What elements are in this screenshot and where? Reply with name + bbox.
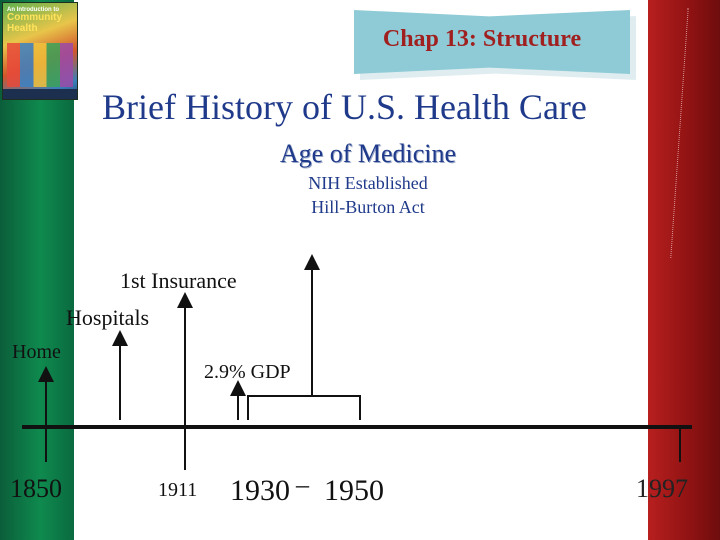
year-1930: 1930: [230, 474, 290, 507]
book-cover-footer: [3, 89, 77, 99]
event-home: Home: [12, 341, 61, 363]
year-1997: 1997: [636, 474, 688, 503]
book-cover-art: [7, 43, 73, 87]
book-cover-logo: An Introduction to Community Health: [2, 2, 78, 100]
book-line3: Health: [7, 22, 38, 34]
year-1850: 1850: [10, 474, 62, 503]
event-insurance: 1st Insurance: [120, 268, 237, 293]
event-hospitals: Hospitals: [66, 305, 150, 330]
year-1911: 1911: [158, 479, 198, 501]
event-gdp: 2.9% GDP: [204, 361, 291, 383]
right-decor-bar: [648, 0, 720, 540]
chapter-label: Chap 13: Structure: [382, 26, 582, 52]
note-hill-burton: Hill-Burton Act: [311, 197, 425, 217]
bracket-1930-1950: [247, 395, 361, 420]
book-cover-text: An Introduction to Community Health: [7, 7, 73, 34]
slide-subtitle: Age of Medicine: [279, 139, 457, 168]
year-range-dash: –: [296, 470, 309, 499]
note-nih: NIH Established: [308, 173, 428, 193]
slide-title: Brief History of U.S. Health Care: [102, 87, 587, 127]
year-1950: 1950: [324, 474, 384, 507]
chapter-banner: [354, 10, 630, 74]
book-line1: An Introduction to: [7, 7, 59, 13]
book-line2: Community: [7, 12, 62, 24]
